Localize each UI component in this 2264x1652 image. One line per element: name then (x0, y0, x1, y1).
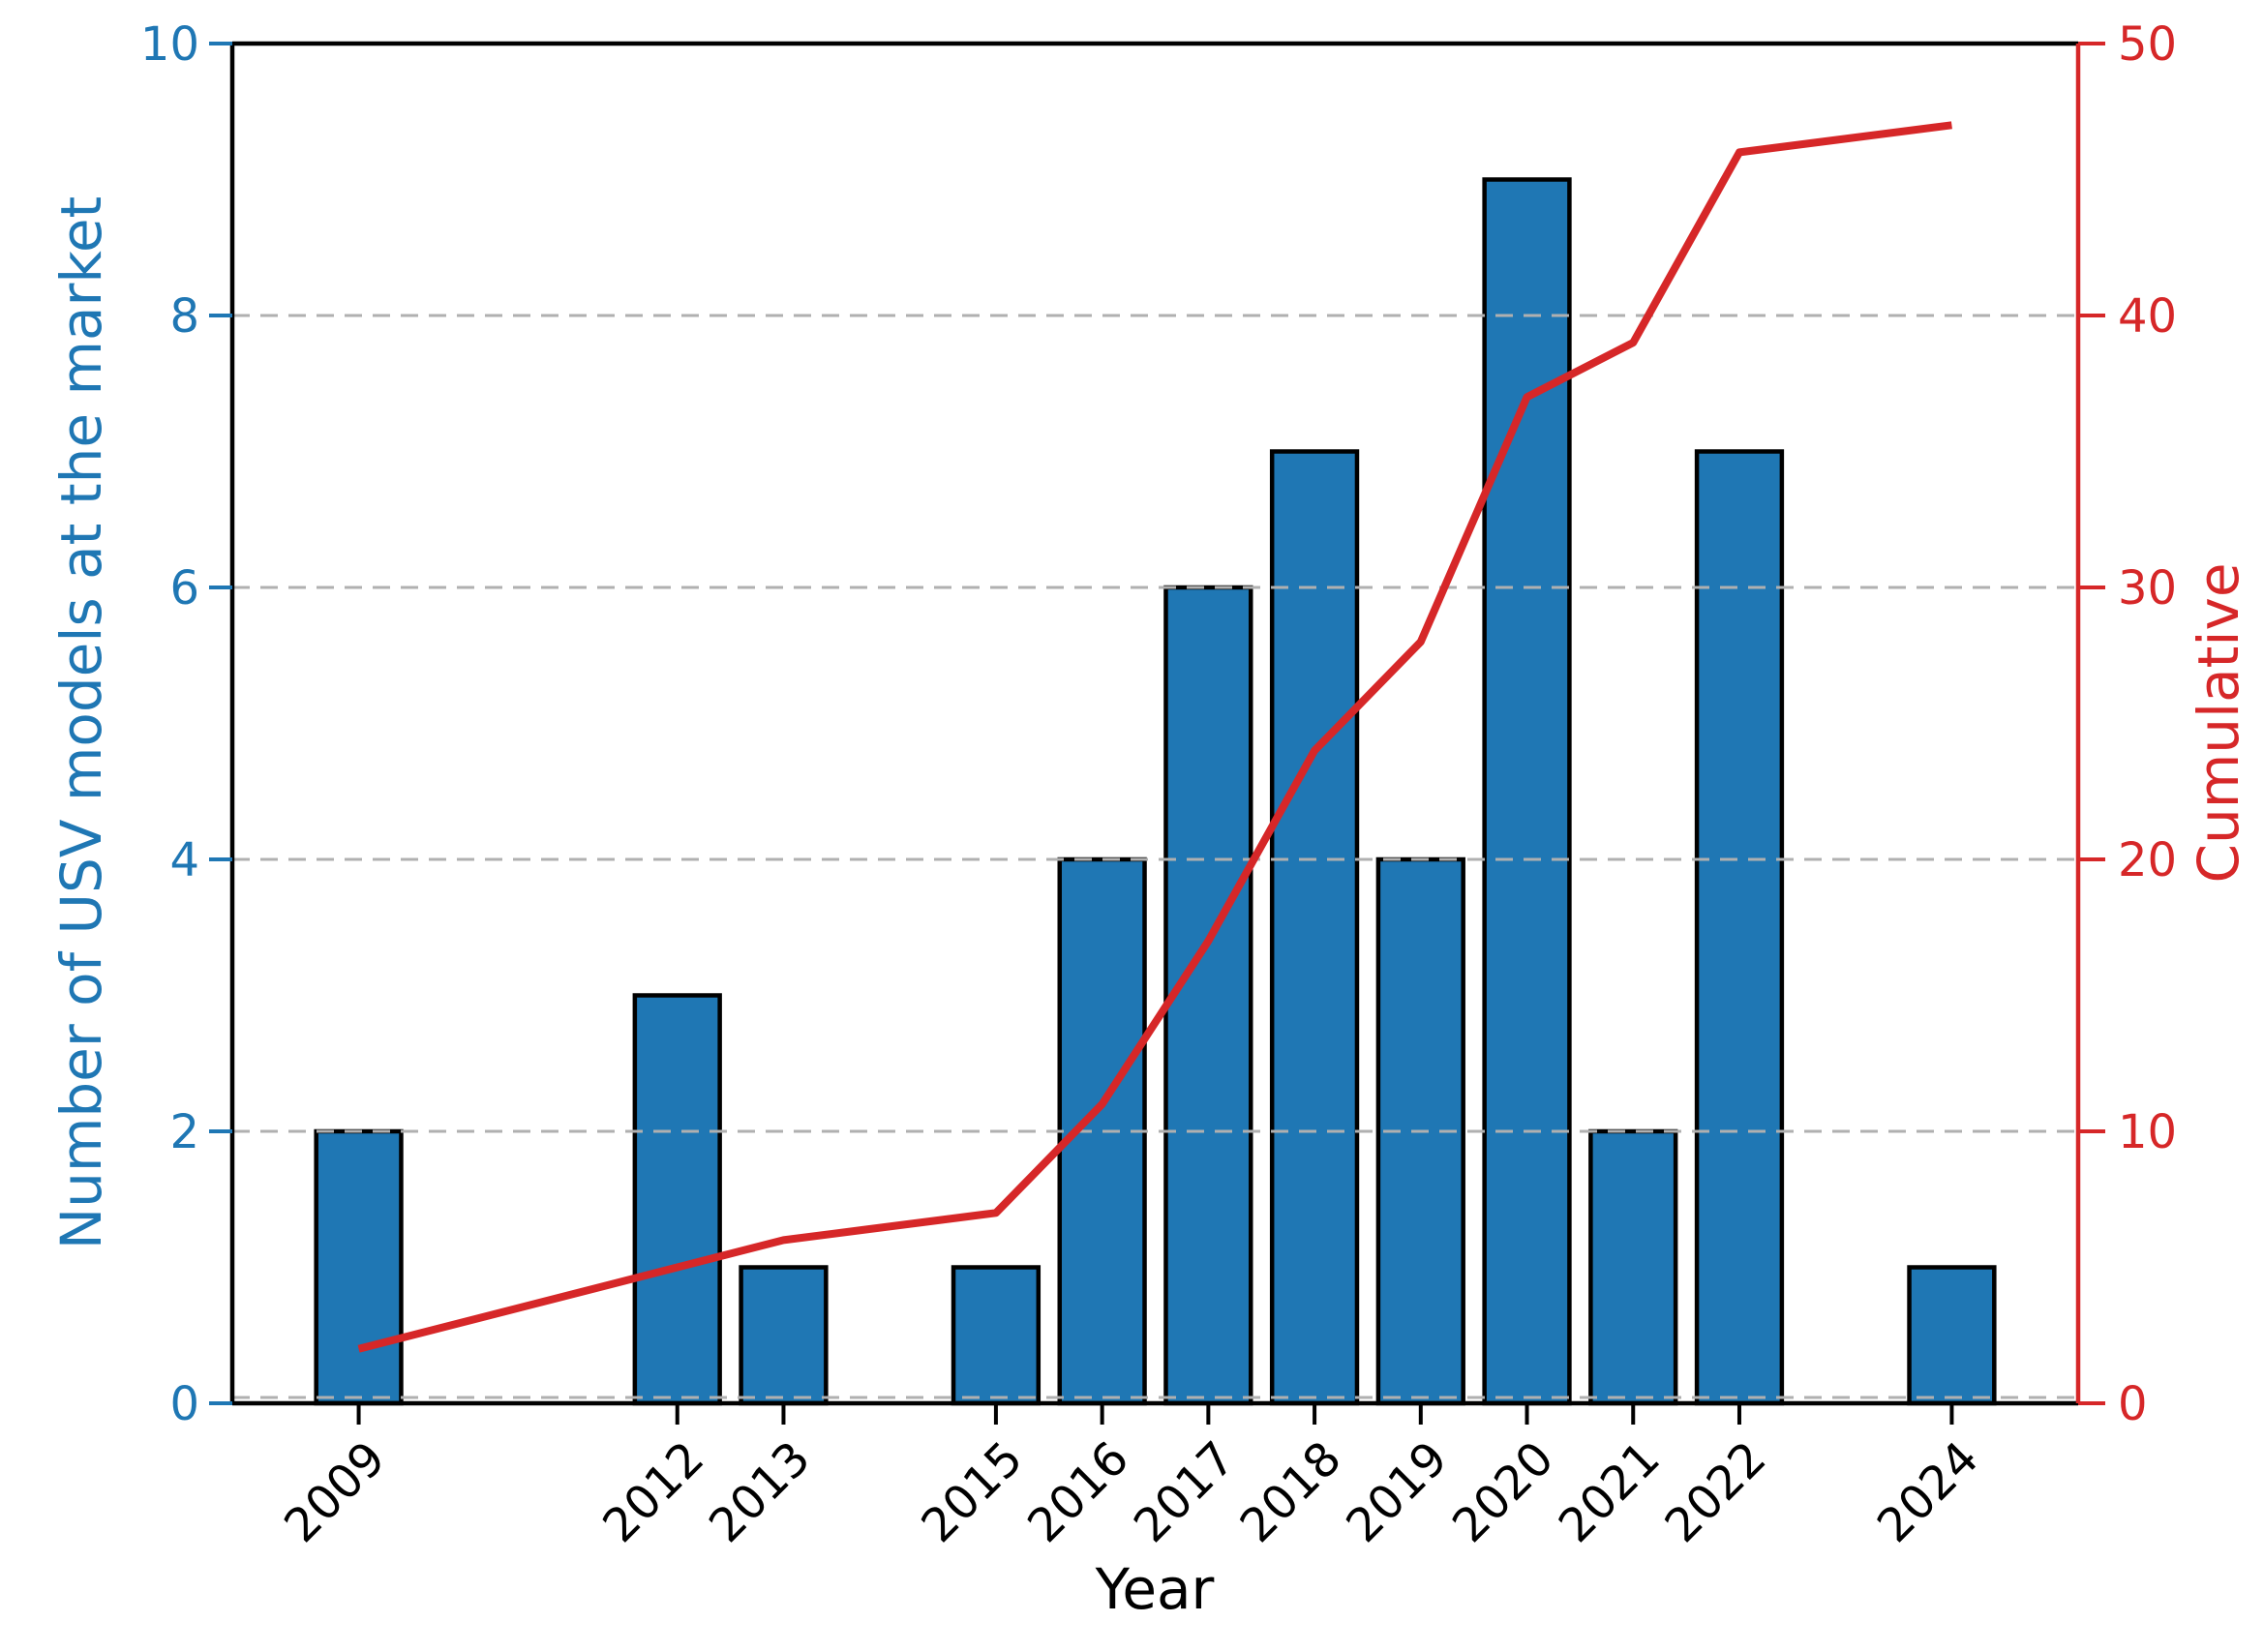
x-tick-label-2017: 2017 (1124, 1431, 1246, 1553)
x-tick-label-2020: 2020 (1442, 1431, 1564, 1553)
x-tick-label-2013: 2013 (699, 1431, 821, 1553)
spines-layer (229, 41, 2081, 1406)
x-axis-title: Year (1095, 1556, 1215, 1622)
left-tick-label-6: 6 (169, 561, 199, 616)
bar-2018 (1269, 449, 1360, 1406)
x-tick-label-2015: 2015 (911, 1431, 1033, 1553)
right-tick-label-20: 20 (2118, 833, 2177, 887)
x-tick-label-2022: 2022 (1654, 1431, 1776, 1553)
bar-2024 (1907, 1265, 1997, 1406)
x-tick-label-2018: 2018 (1230, 1431, 1352, 1553)
bar-2012 (632, 993, 722, 1406)
left-tick-label-4: 4 (169, 833, 199, 887)
right-y-axis-title: Cumulative (2186, 562, 2251, 883)
bar-2015 (951, 1265, 1041, 1406)
bar-2021 (1588, 1128, 1678, 1406)
bar-2022 (1694, 449, 1785, 1406)
x-tick-label-2021: 2021 (1549, 1431, 1671, 1553)
bar-2009 (314, 1128, 404, 1406)
cumulative-line-layer (357, 121, 1952, 1353)
left-tick-label-8: 8 (169, 289, 199, 344)
right-tick-label-0: 0 (2118, 1377, 2148, 1431)
right-tick-label-50: 50 (2118, 17, 2177, 72)
left-y-axis-title: Number of USV models at the market (48, 196, 114, 1250)
right-tick-label-40: 40 (2118, 289, 2177, 344)
x-tick-label-2009: 2009 (274, 1431, 396, 1553)
x-tick-label-2024: 2024 (1867, 1431, 1989, 1553)
gridlines-layer (232, 314, 2078, 1399)
left-tick-label-0: 0 (169, 1377, 199, 1431)
bar-2013 (739, 1265, 829, 1406)
x-tick-label-2016: 2016 (1017, 1431, 1139, 1553)
x-tick-label-2012: 2012 (592, 1431, 714, 1553)
x-tick-label-2019: 2019 (1336, 1431, 1458, 1553)
right-tick-label-10: 10 (2118, 1105, 2177, 1159)
left-tick-label-10: 10 (140, 17, 199, 72)
bar-2020 (1482, 177, 1572, 1406)
cumulative-line (357, 121, 1952, 1353)
left-tick-label-2: 2 (169, 1105, 199, 1159)
bar-2017 (1163, 585, 1253, 1406)
right-tick-label-30: 30 (2118, 561, 2177, 616)
ticks-layer (209, 42, 2105, 1425)
bars-layer (314, 177, 1997, 1406)
